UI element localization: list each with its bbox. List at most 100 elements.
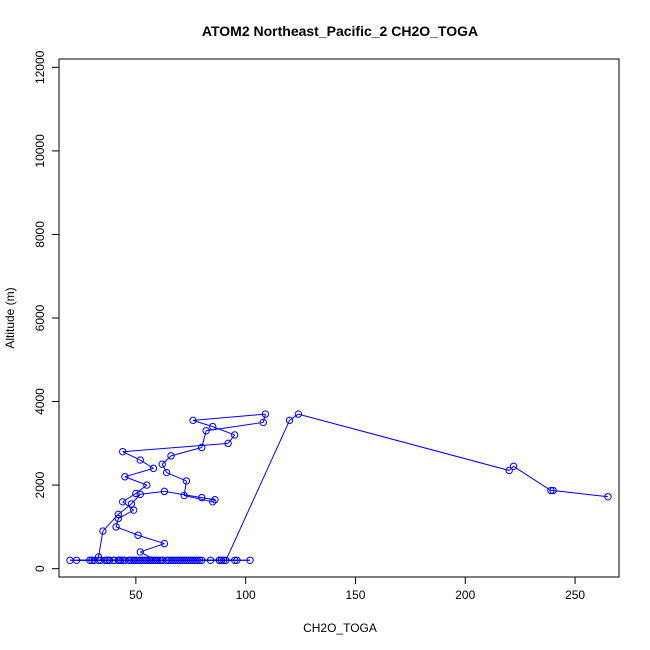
data-point [189,416,197,425]
data-point [149,464,158,473]
x-tick-label: 250 [565,588,585,602]
data-point [246,556,254,564]
x-tick-label: 100 [236,588,256,602]
series-segment [192,413,266,421]
data-point [99,527,107,535]
series-segment [262,413,266,423]
series-segment [212,499,216,503]
series-segment [124,467,154,478]
data-point [167,452,175,460]
data-point [209,498,217,506]
series-segment [122,501,134,511]
data-point [230,556,239,564]
y-tick-label: 12000 [33,50,47,84]
data-point [222,556,230,564]
series-segment [183,480,187,496]
data-point [158,460,166,468]
series-segment [115,518,119,527]
data-point [224,439,232,448]
data-point [66,556,74,564]
data-point [195,556,204,564]
series-segment [212,426,235,436]
series-segment [117,503,132,515]
data-point [125,556,133,564]
plot-frame [58,58,620,578]
data-point [604,493,612,501]
series-segment [131,493,141,505]
data-point [114,514,122,523]
data-point [191,556,199,564]
data-point [198,493,206,502]
data-point [110,556,118,564]
series-segment [140,543,165,553]
chart-title: ATOM2 Northeast_Pacific_2 CH2O_TOGA [202,23,478,39]
data-point [547,486,555,495]
data-point [127,500,136,508]
series-segment [170,447,202,457]
data-point [121,473,129,481]
data-point [90,556,98,564]
data-point [193,556,202,564]
data-point [145,556,153,564]
data-point [121,556,129,564]
data-point [136,490,144,498]
x-axis: 50 100 150 200 250 [129,576,585,602]
data-point [261,410,270,418]
data-point [294,410,303,418]
series-segment [289,413,299,421]
data-point [86,556,94,564]
series-segment [161,463,168,473]
series-segment [164,490,202,499]
data-point [202,427,210,435]
series-segment [122,493,137,503]
x-tick-label: 200 [455,588,475,602]
data-point [129,556,138,564]
data-point [136,548,144,556]
series-segment [227,434,236,444]
series-segment [115,526,139,536]
series-segment [513,465,552,491]
x-axis-label: CH2O_TOGA [303,621,377,635]
data-point [94,556,103,564]
y-tick-label: 8000 [33,221,47,248]
data-point [206,556,215,564]
x-tick-label: 50 [129,588,143,602]
data-point [105,556,114,564]
data-point [198,443,206,452]
y-axis: 0 2000 4000 6000 8000 10000 12000 [33,50,60,572]
series-segment [124,476,148,486]
series-segment [98,530,104,558]
data-point [509,462,518,470]
series-segment [206,421,264,432]
data-point [211,496,219,504]
data-point [549,486,557,495]
data-point [134,531,142,539]
series-segment [298,413,510,471]
data-point [118,447,127,456]
data-point [182,477,191,485]
y-axis-label: Altitude (m) [3,287,17,348]
data-point [160,487,169,496]
data-point [230,431,239,439]
data-point [209,422,217,431]
data-point [143,481,151,489]
series-segment [137,534,165,545]
data-point [118,498,127,506]
series-segment [139,459,154,469]
y-tick-label: 10000 [33,134,47,168]
series-segment [118,509,134,519]
data-point [285,416,294,425]
series-segment [122,442,229,453]
y-tick-label: 6000 [33,304,47,331]
data-point [217,556,226,564]
x-tick-label: 150 [345,588,365,602]
data-point [162,468,171,477]
data-point [233,556,241,564]
y-tick-label: 4000 [33,388,47,415]
data-point [132,489,140,498]
series-segment [161,455,172,465]
series-ch2o-toga [66,410,612,564]
data-point [259,418,267,427]
data-point [180,491,188,500]
